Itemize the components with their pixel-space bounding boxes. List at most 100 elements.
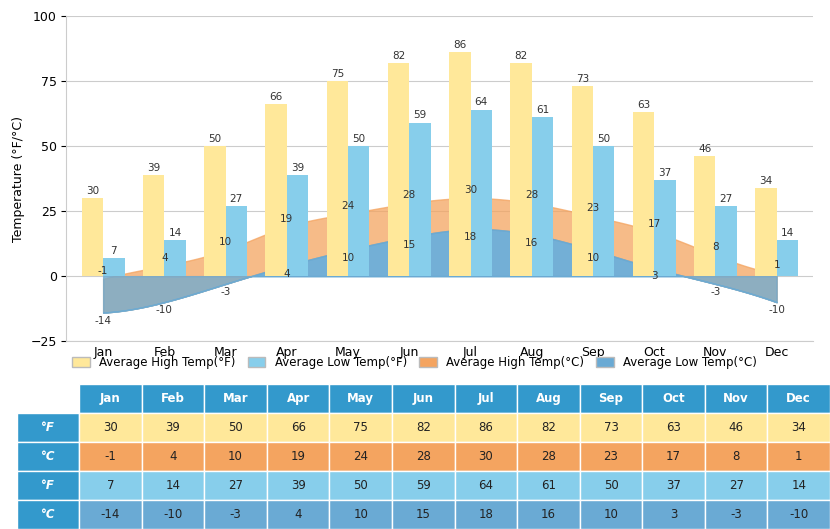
Bar xyxy=(348,146,369,276)
Text: 73: 73 xyxy=(603,421,618,434)
Text: 1: 1 xyxy=(795,450,803,463)
Bar xyxy=(17,471,79,500)
Text: Aug: Aug xyxy=(535,391,561,405)
Text: 64: 64 xyxy=(475,97,488,107)
Text: 4: 4 xyxy=(295,508,302,521)
Text: 82: 82 xyxy=(541,421,556,434)
Text: Jan: Jan xyxy=(100,391,121,405)
Text: 1: 1 xyxy=(774,260,780,270)
Text: Oct: Oct xyxy=(662,391,685,405)
Bar xyxy=(79,413,142,442)
Text: 39: 39 xyxy=(290,479,305,492)
Legend: Average High Temp(°F), Average Low Temp(°F), Average High Temp(°C), Average Low : Average High Temp(°F), Average Low Temp(… xyxy=(72,356,757,369)
Bar xyxy=(17,500,79,529)
Text: -3: -3 xyxy=(730,508,742,521)
Text: 19: 19 xyxy=(281,214,294,224)
Text: 24: 24 xyxy=(354,450,369,463)
Bar xyxy=(455,442,517,471)
Bar xyxy=(142,442,204,471)
Bar xyxy=(579,471,642,500)
Text: 24: 24 xyxy=(341,200,354,211)
Text: °C: °C xyxy=(41,450,55,463)
Text: Jul: Jul xyxy=(477,391,494,405)
Bar xyxy=(388,63,409,276)
Bar xyxy=(79,442,142,471)
Text: 14: 14 xyxy=(791,479,806,492)
Text: 15: 15 xyxy=(416,508,431,521)
Bar xyxy=(330,471,392,500)
Bar xyxy=(517,413,579,442)
Text: 14: 14 xyxy=(781,227,794,238)
Text: -3: -3 xyxy=(221,287,231,297)
Bar xyxy=(267,500,330,529)
Text: 10: 10 xyxy=(354,508,369,521)
Text: -14: -14 xyxy=(95,316,112,326)
Bar xyxy=(705,471,768,500)
Text: 66: 66 xyxy=(290,421,305,434)
Text: 30: 30 xyxy=(103,421,118,434)
Text: 23: 23 xyxy=(603,450,618,463)
Bar xyxy=(694,157,715,276)
Bar xyxy=(642,413,705,442)
Text: 8: 8 xyxy=(732,450,740,463)
Text: 73: 73 xyxy=(576,74,588,84)
Text: 59: 59 xyxy=(413,111,427,121)
Bar xyxy=(768,413,830,442)
Text: 14: 14 xyxy=(168,227,182,238)
Bar xyxy=(705,384,768,413)
Bar xyxy=(642,442,705,471)
Text: 28: 28 xyxy=(541,450,556,463)
Text: 30: 30 xyxy=(85,186,99,196)
Bar xyxy=(79,500,142,529)
Text: -1: -1 xyxy=(98,266,109,276)
Bar xyxy=(330,500,392,529)
Bar xyxy=(330,384,392,413)
Text: -3: -3 xyxy=(710,287,720,297)
Bar xyxy=(142,500,204,529)
Text: Sep: Sep xyxy=(598,391,623,405)
Bar xyxy=(654,180,676,276)
Bar xyxy=(204,500,267,529)
Text: 75: 75 xyxy=(330,69,344,79)
Text: Apr: Apr xyxy=(286,391,310,405)
Text: 63: 63 xyxy=(666,421,681,434)
Y-axis label: Temperature (°F/°C): Temperature (°F/°C) xyxy=(12,115,25,242)
Bar xyxy=(79,384,142,413)
Bar xyxy=(593,146,614,276)
Bar xyxy=(17,384,79,413)
Text: 10: 10 xyxy=(341,253,354,263)
Bar xyxy=(579,413,642,442)
Bar xyxy=(17,413,79,442)
Bar xyxy=(579,442,642,471)
Bar xyxy=(579,384,642,413)
Text: -14: -14 xyxy=(100,508,120,521)
Bar xyxy=(392,413,455,442)
Text: 18: 18 xyxy=(478,508,493,521)
Bar xyxy=(79,471,142,500)
Text: -10: -10 xyxy=(156,305,173,315)
Bar xyxy=(705,413,768,442)
Bar xyxy=(449,52,471,276)
Text: 10: 10 xyxy=(219,237,232,247)
Bar xyxy=(204,442,267,471)
Text: 46: 46 xyxy=(698,144,711,154)
Text: -1: -1 xyxy=(105,450,116,463)
Bar xyxy=(392,471,455,500)
Text: 7: 7 xyxy=(110,246,117,256)
Bar xyxy=(17,442,79,471)
Bar xyxy=(768,442,830,471)
Text: -10: -10 xyxy=(789,508,808,521)
Text: °F: °F xyxy=(41,421,55,434)
Bar xyxy=(517,500,579,529)
Text: 27: 27 xyxy=(230,194,243,204)
Text: 82: 82 xyxy=(392,51,405,61)
Bar xyxy=(768,471,830,500)
Bar xyxy=(143,175,164,276)
Bar xyxy=(715,206,737,276)
Bar xyxy=(330,413,392,442)
Bar xyxy=(164,240,186,276)
Text: 17: 17 xyxy=(647,219,661,229)
Text: 10: 10 xyxy=(603,508,618,521)
Bar xyxy=(455,384,517,413)
Bar xyxy=(777,240,798,276)
